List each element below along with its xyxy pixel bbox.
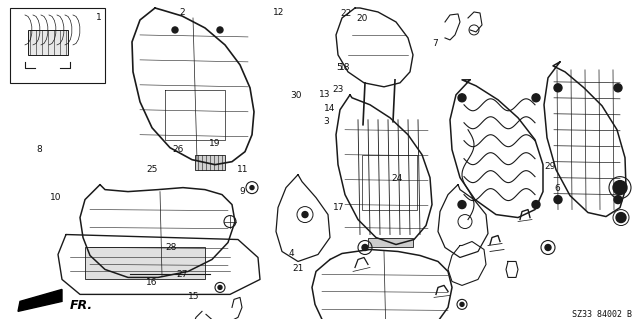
Circle shape: [616, 212, 626, 222]
Text: 7: 7: [433, 39, 438, 48]
Text: 26: 26: [172, 145, 184, 154]
Text: 6: 6: [554, 184, 559, 193]
Text: 12: 12: [273, 8, 284, 17]
Circle shape: [614, 196, 622, 204]
Text: 20: 20: [356, 14, 367, 23]
Text: FR.: FR.: [70, 299, 93, 312]
Text: 2: 2: [180, 8, 185, 17]
Text: 10: 10: [50, 194, 61, 203]
Polygon shape: [18, 289, 62, 311]
Circle shape: [458, 201, 466, 209]
Text: 29: 29: [545, 162, 556, 171]
Text: 23: 23: [332, 85, 344, 94]
Bar: [368, 237, 413, 247]
Text: 8: 8: [37, 145, 42, 154]
Text: 27: 27: [177, 270, 188, 279]
Text: 9: 9: [239, 187, 244, 196]
Bar: [195, 155, 225, 170]
Text: 24: 24: [391, 174, 403, 183]
Text: 15: 15: [188, 292, 199, 301]
Circle shape: [614, 84, 622, 92]
Circle shape: [554, 84, 562, 92]
Text: 17: 17: [333, 203, 345, 212]
Bar: [85, 247, 205, 279]
Text: 5: 5: [337, 63, 342, 72]
Circle shape: [460, 302, 464, 306]
Circle shape: [250, 186, 254, 190]
Bar: [28, 30, 68, 55]
Circle shape: [362, 244, 368, 251]
Text: 22: 22: [340, 9, 351, 18]
Text: 3: 3: [324, 117, 329, 126]
Text: 18: 18: [339, 63, 350, 72]
Text: 13: 13: [319, 90, 331, 99]
Text: 25: 25: [147, 165, 158, 174]
Text: 11: 11: [237, 165, 249, 174]
Text: 19: 19: [209, 139, 220, 148]
Text: 1: 1: [97, 13, 102, 22]
Text: 21: 21: [292, 264, 303, 273]
Circle shape: [218, 285, 222, 289]
Circle shape: [532, 94, 540, 102]
Text: 28: 28: [166, 243, 177, 252]
Text: 4: 4: [289, 249, 294, 258]
Circle shape: [302, 212, 308, 218]
Circle shape: [458, 94, 466, 102]
Bar: [10, 8, 105, 83]
Circle shape: [172, 27, 178, 33]
Circle shape: [532, 201, 540, 209]
Bar: [362, 155, 417, 210]
Circle shape: [554, 196, 562, 204]
Circle shape: [545, 244, 551, 251]
Circle shape: [217, 27, 223, 33]
Text: 30: 30: [290, 91, 301, 100]
Text: 16: 16: [146, 278, 157, 287]
Circle shape: [613, 180, 627, 195]
Text: SZ33 84002 B: SZ33 84002 B: [572, 310, 632, 319]
Text: 14: 14: [324, 104, 335, 113]
